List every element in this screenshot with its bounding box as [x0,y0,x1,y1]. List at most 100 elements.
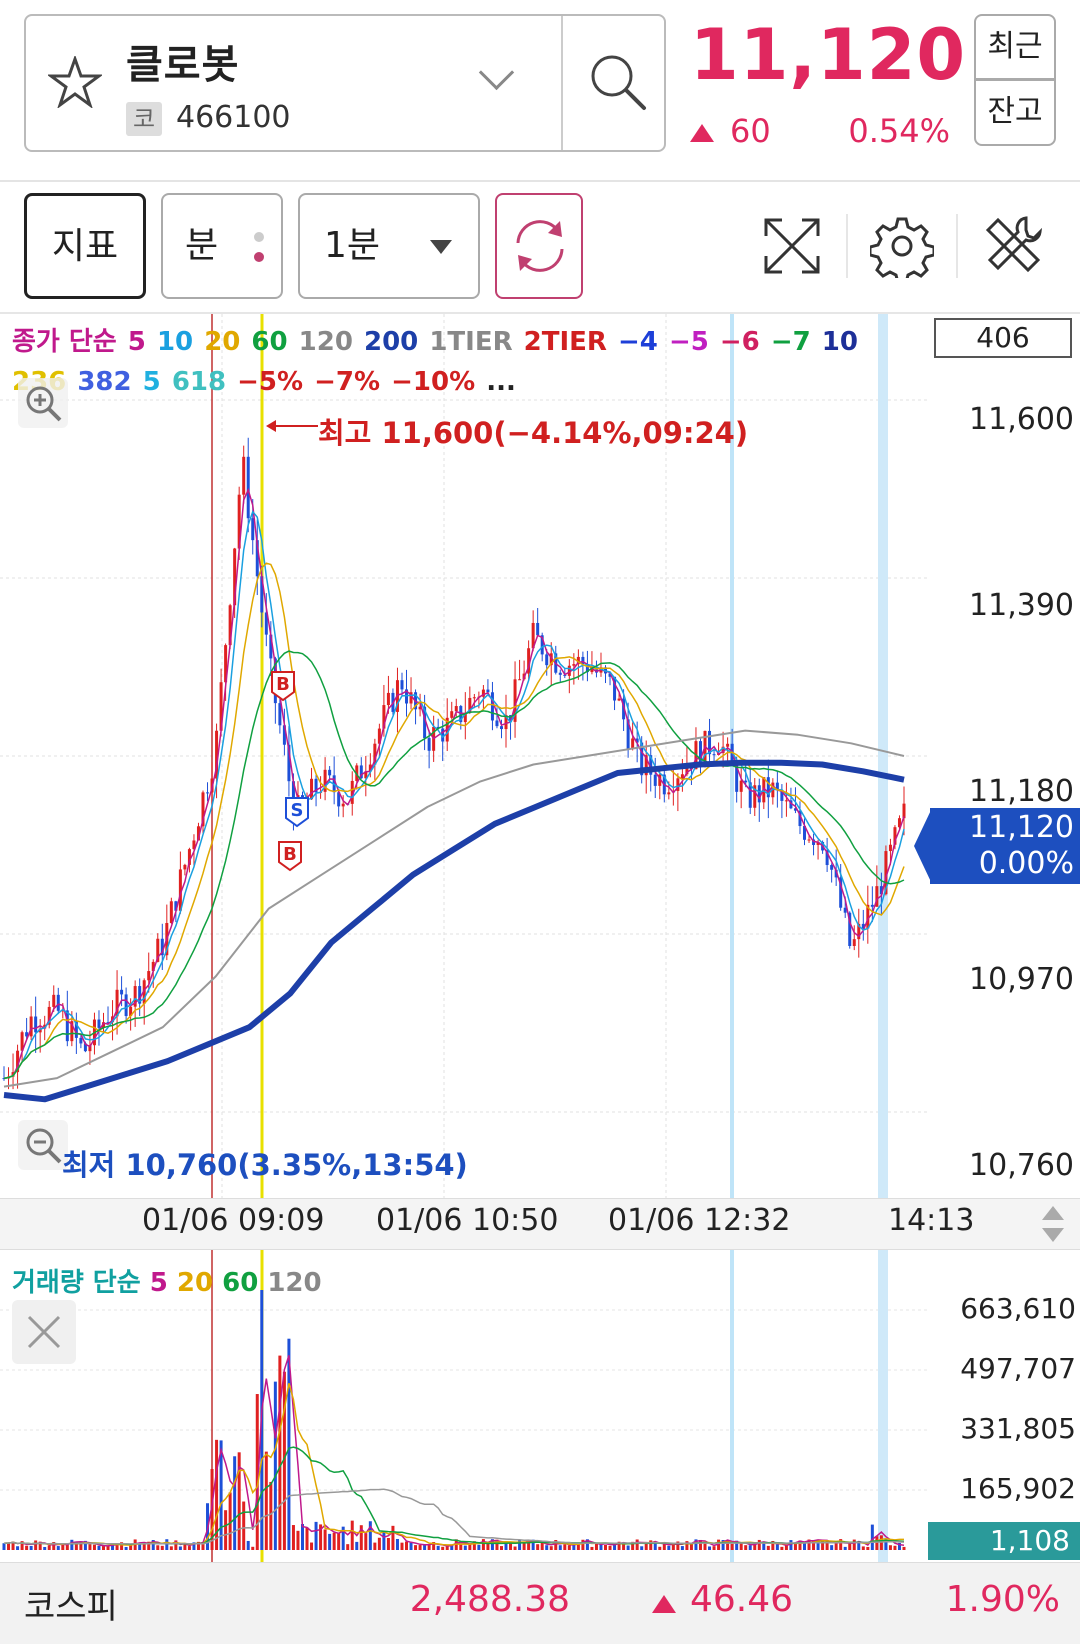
price-chart[interactable]: B S B [0,314,928,1198]
marker-band [878,1250,888,1562]
candle-body [409,692,413,704]
candle-body [418,706,422,710]
gear-icon[interactable] [870,214,934,278]
volume-bar [604,1545,608,1550]
star-icon[interactable] [48,56,102,108]
candle-body [237,494,241,549]
volume-bar [346,1544,350,1550]
stock-selector[interactable]: 클로봇 코 466100 [24,14,666,152]
volume-bar [11,1541,15,1550]
volume-bar [644,1541,648,1550]
volume-bar [585,1539,589,1550]
candle-body [38,1028,42,1033]
zoom-out-icon[interactable] [18,1120,68,1170]
up-triangle-icon [652,1595,676,1613]
volume-bar [640,1546,644,1550]
volume-bar [436,1545,440,1550]
candle-body [255,540,259,577]
volume-bar [522,1541,526,1550]
volume-bar [83,1540,87,1550]
volume-bar [531,1539,535,1550]
candle-body [490,692,494,721]
volume-bar [861,1546,865,1550]
price-change-pct: 0.54% [848,112,950,150]
legend-item: 120 [298,327,362,357]
candle-body [468,697,472,713]
chevron-down-icon[interactable] [478,54,515,91]
volume-bar [676,1541,680,1550]
candle-body [88,1045,92,1052]
volume-bar [698,1539,702,1550]
recent-button[interactable]: 최근 [974,14,1056,80]
candle-body [626,719,630,749]
candle-body [563,674,567,676]
candle-body [359,765,363,779]
time-axis[interactable] [0,1198,1080,1250]
interval-select[interactable]: 1분 [298,193,480,299]
volume-bar [373,1542,377,1550]
code-badge: 코 [126,102,162,136]
candle-body [726,743,730,747]
candle-body [576,656,580,665]
volume-bar [364,1533,368,1550]
ma-line [3,562,905,1080]
price-axis-label: 11,180 [969,774,1074,809]
up-triangle-icon [690,124,714,142]
volume-legend[interactable]: 거래량 단순 5 20 60 120 [12,1262,322,1299]
balance-button[interactable]: 잔고 [974,80,1056,146]
volume-bar [210,1469,214,1550]
volume-bar [160,1545,164,1550]
index-ticker[interactable]: 코스피 2,488.38 46.46 1.90% [0,1562,1080,1644]
minute-button[interactable]: 분 [161,193,283,299]
volume-bar [237,1452,241,1550]
time-axis-label: 01/06 10:50 [376,1203,559,1238]
refresh-button[interactable] [495,193,583,299]
indicator-legend[interactable]: 종가 단순 5 10 20 60 120 200 1TIER 2TIER −4 … [12,322,912,402]
volume-bar [821,1540,825,1550]
zoom-in-icon[interactable] [18,378,68,428]
candle-body [183,864,187,870]
scroll-updown-icon[interactable] [1040,1204,1066,1244]
candle-body [703,730,707,768]
candle-body [848,912,852,946]
volume-bar [540,1542,544,1550]
search-icon[interactable] [586,50,650,114]
volume-bar [897,1542,901,1550]
volume-bar [92,1544,96,1550]
candle-body [540,635,544,655]
volume-bar [65,1543,69,1550]
candle-body [504,715,508,730]
candle-body [852,939,856,946]
volume-bar [382,1531,386,1550]
fullscreen-icon[interactable] [760,214,824,278]
candle-body [169,901,173,923]
volume-bar [414,1545,418,1550]
volume-bar [798,1540,802,1550]
volume-ma-line [3,1355,905,1547]
marker-band [878,314,888,1198]
volume-bar [183,1543,187,1550]
volume-bar [264,1451,268,1550]
volume-bar [418,1545,422,1550]
volume-bar [739,1543,743,1550]
volume-bar [300,1524,304,1550]
tools-icon[interactable] [980,212,1046,278]
volume-bar [793,1543,797,1550]
candle-body [658,774,662,786]
candle-body [486,689,490,693]
candle-body [499,726,503,730]
volume-bar [310,1542,314,1550]
indicator-button[interactable]: 지표 [24,193,146,299]
candle-body [115,989,119,1017]
candle-body [323,769,327,792]
candle-body [278,703,282,726]
candle-body [613,676,617,701]
volume-bar [481,1539,485,1550]
volume-chart[interactable] [0,1250,928,1562]
volume-bar [622,1542,626,1550]
close-button[interactable] [12,1300,76,1364]
divider [0,180,1080,182]
close-icon [27,1315,61,1349]
volume-bar [509,1541,513,1550]
signal-label: S [291,800,304,821]
